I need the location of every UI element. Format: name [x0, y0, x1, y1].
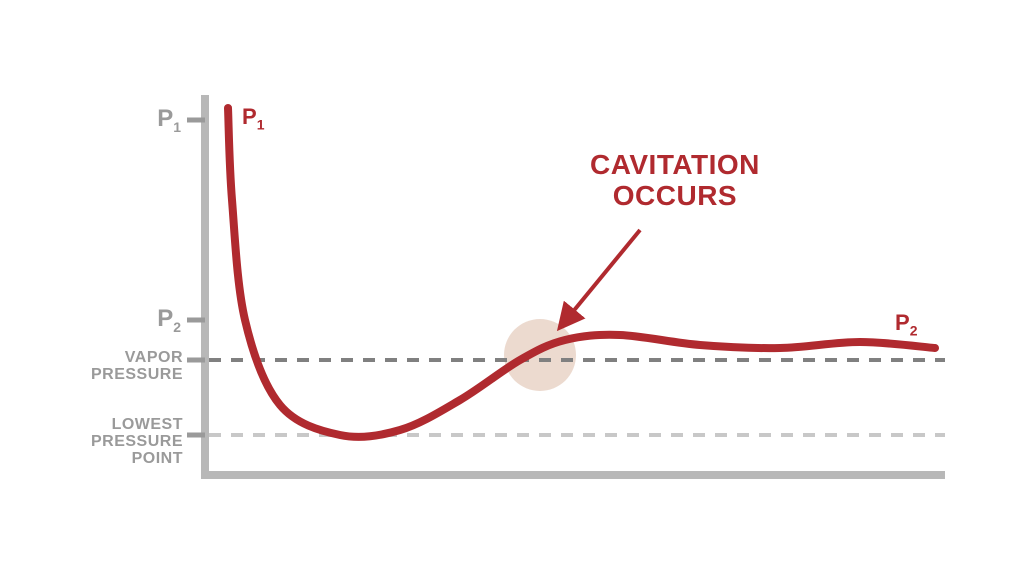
pressure-curve: [228, 108, 935, 437]
axis-label-vapor-pressure: VAPOR PRESSURE: [91, 350, 183, 384]
chart-svg: [0, 0, 1024, 576]
axis-label-lowest-pressure-point: LOWEST PRESSURE POINT: [91, 417, 183, 467]
callout-cavitation-occurs: CAVITATION OCCURS: [590, 150, 760, 212]
cavitation-highlight-circle: [504, 319, 576, 391]
axis-label-p1: P1: [157, 106, 181, 134]
callout-arrow: [562, 230, 640, 325]
curve-label-p1: P1: [242, 104, 264, 132]
cavitation-pressure-chart: P1 P2 VAPOR PRESSURE LOWEST PRESSURE POI…: [0, 0, 1024, 576]
curve-label-p2: P2: [895, 310, 917, 338]
axis-label-p2: P2: [157, 306, 181, 334]
